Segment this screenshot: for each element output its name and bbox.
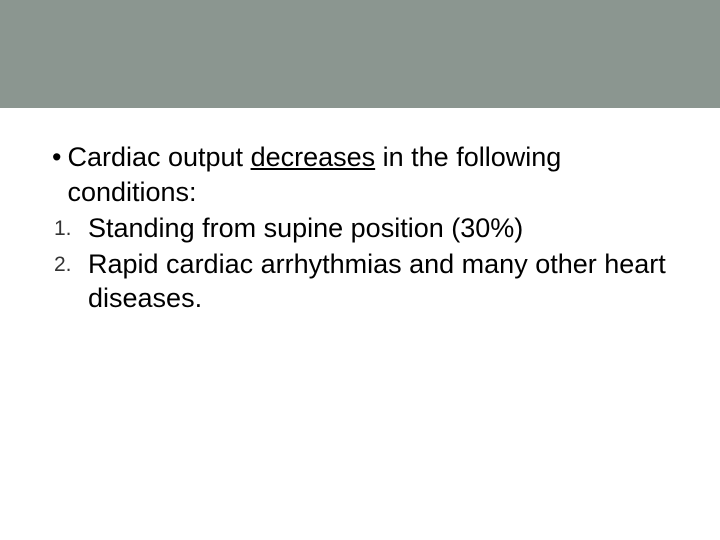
bullet-marker: •	[52, 140, 61, 175]
bullet-text-pre: Cardiac output	[67, 142, 250, 172]
bullet-text: Cardiac output decreases in the followin…	[67, 140, 668, 209]
list-item-text: Standing from supine position (30%)	[88, 211, 668, 246]
header-band	[0, 0, 720, 108]
list-item-marker: 2.	[54, 247, 88, 283]
bullet-text-underlined: decreases	[251, 142, 376, 172]
list-item-text: Rapid cardiac arrhythmias and many other…	[88, 247, 668, 316]
list-item: 2. Rapid cardiac arrhythmias and many ot…	[54, 247, 668, 316]
ordered-list: 1. Standing from supine position (30%) 2…	[52, 211, 668, 316]
list-item-marker: 1.	[54, 211, 88, 247]
bullet-item: • Cardiac output decreases in the follow…	[52, 140, 668, 209]
list-item: 1. Standing from supine position (30%)	[54, 211, 668, 247]
slide-content: • Cardiac output decreases in the follow…	[0, 108, 720, 316]
